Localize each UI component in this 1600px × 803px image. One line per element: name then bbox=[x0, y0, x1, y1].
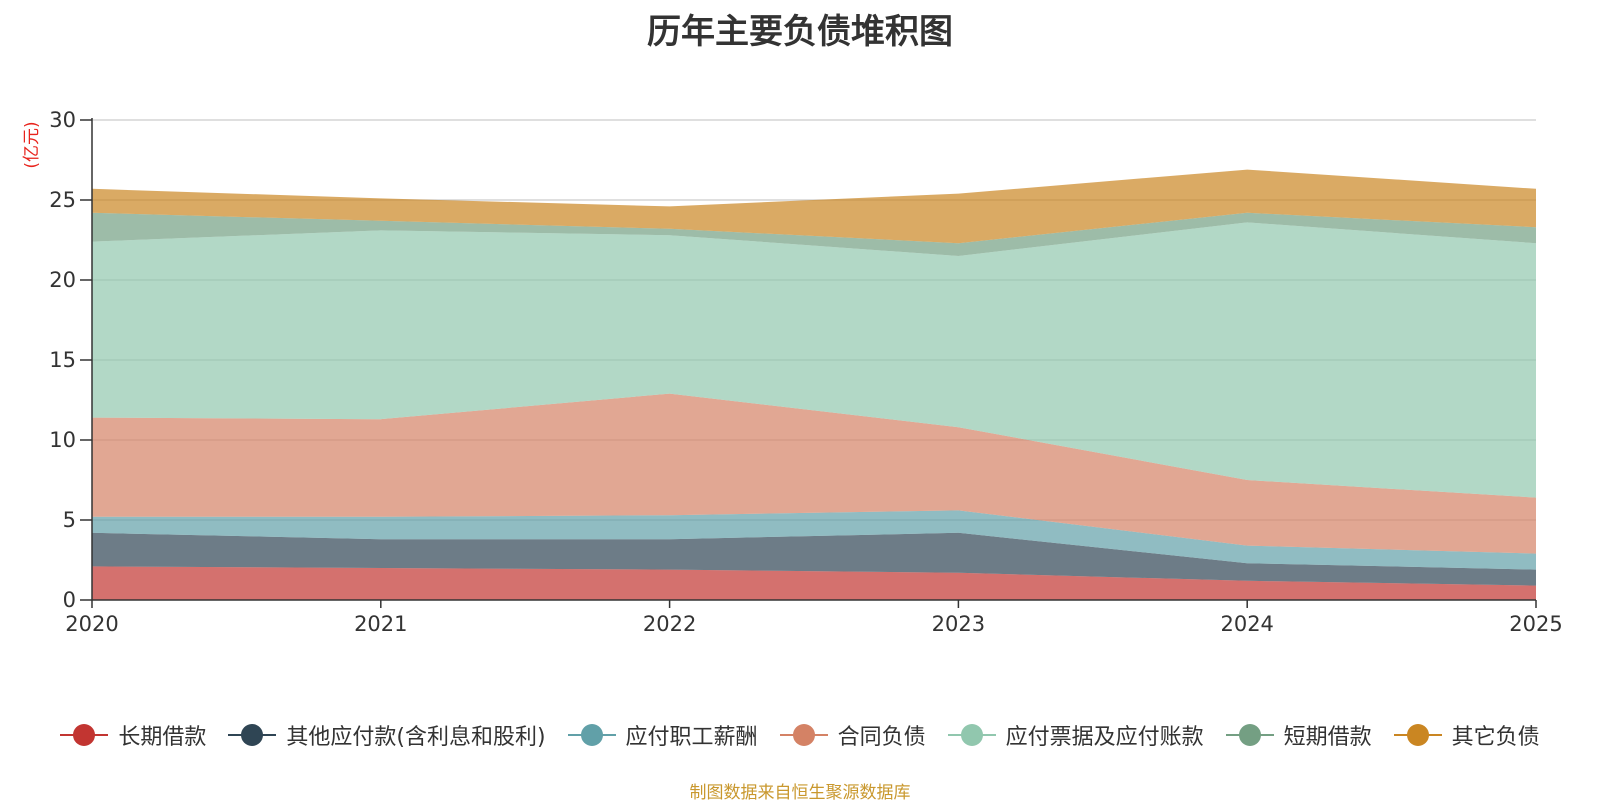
legend-label: 其它负债 bbox=[1451, 725, 1540, 750]
x-tick-label-2022: 2022 bbox=[643, 612, 696, 636]
legend-label: 应付职工薪酬 bbox=[625, 725, 758, 750]
legend-item-6[interactable]: 其它负债 bbox=[1393, 719, 1540, 751]
y-tick-label-5: 5 bbox=[63, 508, 76, 532]
y-tick-label-15: 15 bbox=[49, 348, 76, 372]
legend-marker-icon bbox=[1225, 723, 1274, 747]
area-series-1[interactable] bbox=[92, 532, 1536, 586]
area-series-5[interactable] bbox=[92, 212, 1536, 256]
legend-item-5[interactable]: 短期借款 bbox=[1225, 719, 1372, 751]
y-tick-label-10: 10 bbox=[49, 428, 76, 452]
x-tick-label-2020: 2020 bbox=[65, 612, 118, 636]
legend-marker-icon bbox=[567, 723, 616, 747]
y-tick-label-20: 20 bbox=[49, 268, 76, 292]
legend-label: 短期借款 bbox=[1283, 725, 1372, 750]
source-footnote: 制图数据来自恒生聚源数据库 bbox=[689, 783, 911, 803]
area-series-2[interactable] bbox=[92, 510, 1536, 570]
stacked-areas bbox=[92, 169, 1536, 600]
area-series-3[interactable] bbox=[92, 393, 1536, 554]
x-tick-label-2021: 2021 bbox=[354, 612, 407, 636]
legend-marker-icon bbox=[60, 723, 109, 747]
legend-label: 长期借款 bbox=[118, 725, 207, 750]
legend-item-4[interactable]: 应付票据及应付账款 bbox=[947, 719, 1204, 751]
legend-item-0[interactable]: 长期借款 bbox=[60, 719, 206, 751]
legend-label: 其他应付款(含利息和股利) bbox=[286, 725, 546, 750]
area-series-4[interactable] bbox=[92, 222, 1536, 498]
legend-item-1[interactable]: 其他应付款(含利息和股利) bbox=[228, 719, 546, 751]
y-tick-label-0: 0 bbox=[63, 588, 76, 612]
area-series-0[interactable] bbox=[92, 566, 1536, 600]
legend-marker-icon bbox=[779, 723, 828, 747]
area-series-6[interactable] bbox=[92, 169, 1536, 244]
x-tick-label-2024: 2024 bbox=[1220, 612, 1273, 636]
legend-marker-icon bbox=[1393, 723, 1442, 747]
legend-marker-icon bbox=[947, 723, 996, 747]
legend: 长期借款 其他应付款(含利息和股利) 应付职工薪酬 合同负债 应付票据及应付账款 短期借款… bbox=[0, 718, 1600, 752]
y-tick-label-30: 30 bbox=[49, 108, 76, 132]
legend-marker-icon bbox=[228, 723, 277, 747]
x-tick-label-2023: 2023 bbox=[932, 612, 985, 636]
chart-title: 历年主要负债堆积图 bbox=[647, 12, 953, 52]
legend-label: 合同负债 bbox=[837, 725, 926, 750]
legend-item-2[interactable]: 应付职工薪酬 bbox=[567, 719, 758, 751]
x-tick-label-2025: 2025 bbox=[1509, 612, 1562, 636]
legend-item-3[interactable]: 合同负债 bbox=[779, 719, 926, 751]
legend-label: 应付票据及应付账款 bbox=[1005, 725, 1204, 750]
y-axis-label: (亿元) bbox=[22, 121, 42, 168]
y-tick-label-25: 25 bbox=[49, 188, 76, 212]
